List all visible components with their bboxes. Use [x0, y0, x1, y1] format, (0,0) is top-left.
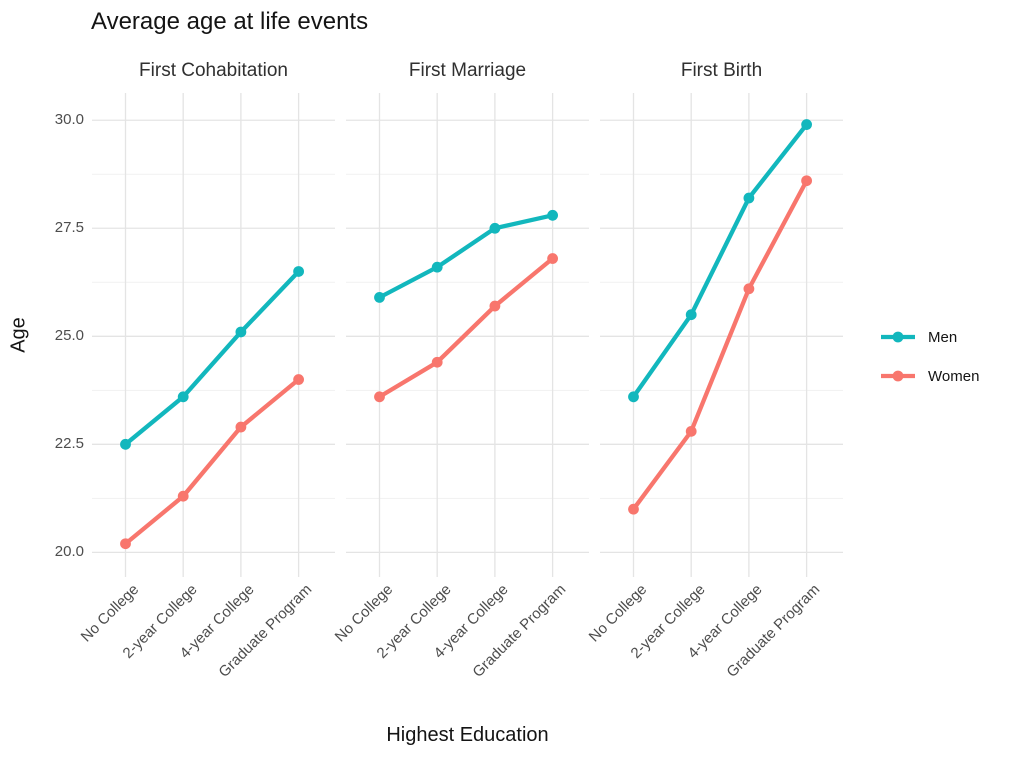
y-tick-label: 20.0	[54, 543, 84, 561]
y-tick-label: 25.0	[54, 327, 84, 345]
series-line-women	[123, 377, 301, 546]
data-point-women	[685, 425, 697, 437]
legend-label-women: Women	[928, 367, 980, 385]
x-axis-title: Highest Education	[386, 724, 549, 746]
facet-panel-0	[92, 93, 335, 577]
data-point-women	[628, 503, 639, 515]
facet-title-first-cohabitation: First Cohabitation	[139, 60, 288, 81]
y-tick-label: 30.0	[54, 111, 84, 129]
data-point-women	[431, 356, 443, 368]
facet-title-first-birth: First Birth	[680, 60, 763, 81]
data-point-men	[293, 266, 304, 277]
data-point-men	[177, 391, 189, 403]
legend-item-men: Men	[881, 323, 979, 351]
series-line-men	[377, 213, 555, 300]
data-point-women	[293, 374, 304, 385]
y-axis-title: Age	[7, 317, 30, 353]
facet-panel-2	[600, 93, 843, 577]
data-point-men	[235, 326, 247, 338]
facet-title-first-marriage: First Marriage	[408, 60, 527, 81]
data-point-women	[177, 490, 189, 502]
data-point-women	[120, 538, 131, 550]
legend-key-women-icon	[881, 370, 915, 382]
y-tick-label: 27.5	[54, 219, 84, 237]
y-tick-label: 22.5	[54, 435, 84, 453]
legend-label-men: Men	[928, 328, 958, 346]
series-line-women	[631, 178, 809, 512]
facet-panel-1	[346, 93, 589, 577]
series-line-men	[631, 122, 809, 399]
data-point-men	[801, 119, 812, 130]
data-point-women	[801, 175, 812, 187]
data-point-women	[374, 391, 385, 403]
data-point-men	[547, 209, 558, 221]
data-point-men	[685, 309, 697, 321]
data-point-men	[374, 292, 385, 303]
legend-item-women: Women	[881, 362, 979, 390]
series-line-men	[123, 269, 301, 447]
chart-title: Average age at life events	[91, 8, 369, 35]
legend: Men Women	[881, 323, 979, 390]
data-point-women	[235, 421, 247, 433]
data-point-women	[489, 300, 501, 312]
data-point-men	[743, 192, 755, 204]
data-point-men	[431, 261, 443, 273]
data-point-women	[743, 283, 755, 295]
data-point-men	[489, 222, 501, 234]
data-point-men	[628, 391, 639, 403]
data-point-men	[120, 438, 131, 450]
legend-key-men-icon	[881, 331, 915, 343]
data-point-women	[547, 253, 558, 264]
series-line-women	[377, 256, 555, 399]
